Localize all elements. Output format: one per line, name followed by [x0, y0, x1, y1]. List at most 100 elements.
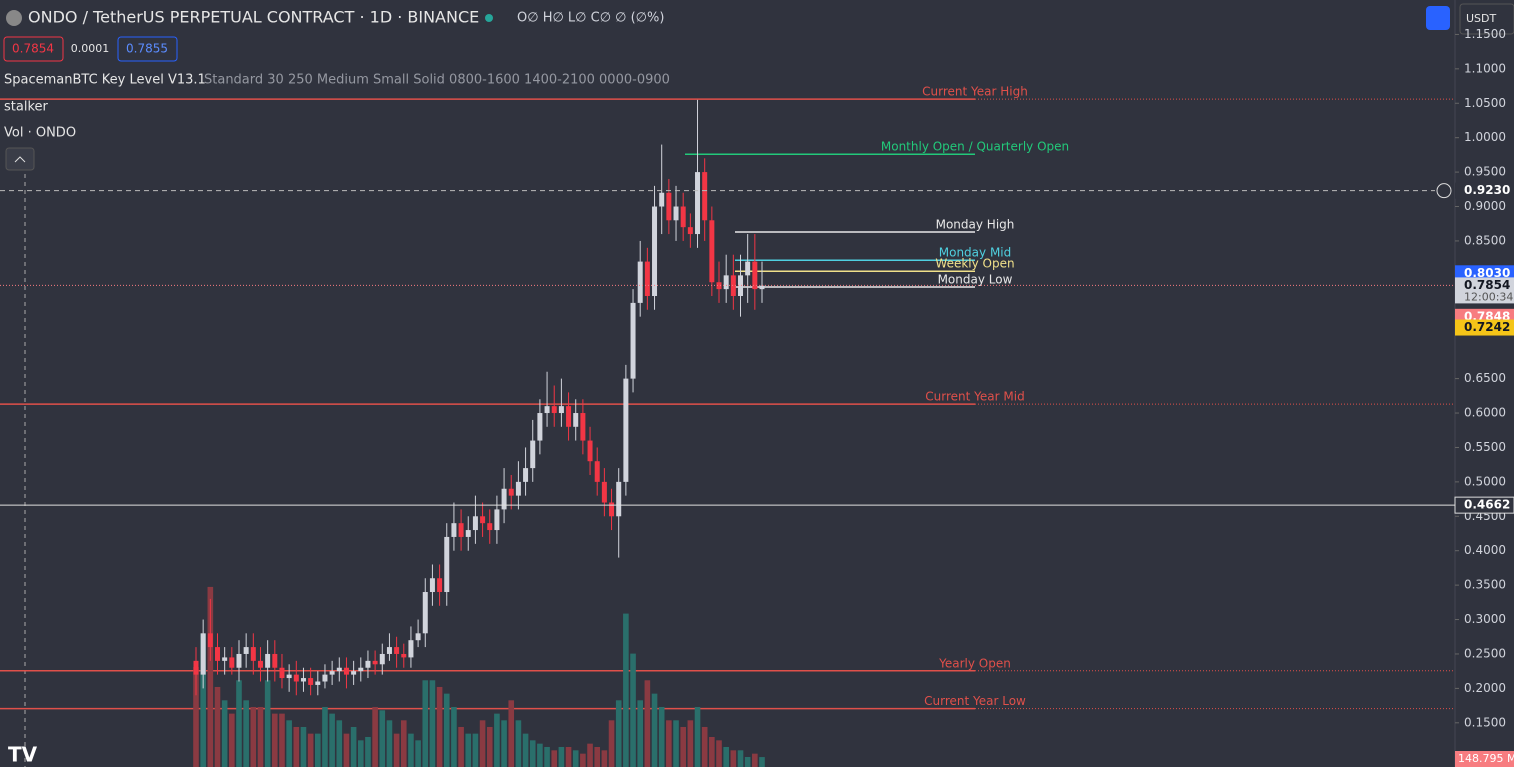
level-label: Current Year High: [922, 85, 1028, 99]
volume-bar: [415, 740, 421, 767]
volume-bar: [322, 706, 328, 767]
candle-body: [214, 647, 220, 661]
volume-bar: [436, 686, 443, 767]
candle-body: [494, 509, 500, 531]
logo: TV: [8, 743, 38, 767]
candle-body: [408, 640, 414, 658]
candle-body: [257, 660, 263, 668]
volume-bar: [293, 726, 300, 767]
volume-bar: [601, 750, 608, 767]
candle-body: [630, 302, 636, 379]
candle-body: [200, 633, 206, 675]
volume-bar: [250, 706, 257, 767]
candle-body: [551, 406, 557, 414]
candle-body: [472, 516, 478, 531]
y-tick-label: 0.4000: [1464, 543, 1506, 557]
volume-bar: [422, 680, 429, 767]
indicator-params: Standard 30 250 Medium Small Solid 0800-…: [204, 73, 670, 88]
volume-bar: [336, 720, 343, 767]
volume-title: Vol · ONDO: [4, 126, 76, 141]
candle-body: [616, 481, 622, 517]
symbol: ONDO / TetherUS PERPETUAL CONTRACT · 1D …: [28, 8, 479, 27]
volume-bar: [214, 686, 221, 767]
candle-body: [566, 406, 572, 427]
volume-bar: [572, 750, 579, 767]
currency-box[interactable]: [1459, 3, 1514, 35]
volume-bar: [393, 733, 400, 767]
bid-box[interactable]: [3, 36, 64, 62]
candle-body: [666, 192, 672, 221]
candle-body: [265, 653, 271, 668]
volume-bar: [651, 693, 658, 767]
candle-body: [623, 378, 629, 482]
candle-body: [322, 674, 328, 682]
volume-bar: [752, 753, 758, 767]
ohlc: O∅ H∅ L∅ C∅ ∅ (∅%): [517, 11, 664, 26]
candle-body: [523, 468, 529, 482]
candle-body: [394, 647, 400, 654]
candle-body: [680, 206, 686, 228]
candle-body: [343, 667, 349, 675]
volume-bar: [379, 710, 386, 767]
candle-body: [487, 523, 493, 531]
symbol-icon: [6, 10, 22, 26]
candle-body: [659, 192, 665, 207]
candle-body: [501, 488, 507, 510]
volume-bar: [737, 750, 744, 767]
price-tag-label: 0.7242: [1464, 320, 1510, 334]
volume-bar: [429, 680, 436, 767]
volume-bar: [701, 726, 708, 767]
volume-bar: [587, 743, 593, 767]
volume-bar: [687, 720, 694, 767]
y-tick-label: 0.9000: [1464, 199, 1506, 213]
price-tag: [1454, 496, 1514, 514]
sync-button[interactable]: [1426, 6, 1450, 30]
y-tick-label: 1.0500: [1464, 96, 1506, 110]
y-tick-label: 1.1000: [1464, 61, 1506, 75]
candle-body: [530, 440, 536, 469]
volume-bar: [372, 706, 378, 767]
volume-bar: [529, 740, 536, 767]
candle-body: [315, 681, 321, 685]
volume-bar: [443, 693, 450, 767]
candle-body: [243, 647, 249, 654]
candle-body: [702, 172, 708, 221]
volume-bar: [243, 700, 249, 767]
candle-body: [558, 406, 564, 414]
candle-body: [236, 653, 242, 668]
volume-bar: [357, 740, 364, 767]
candle-body: [372, 660, 378, 665]
level-label: Current Year Mid: [925, 390, 1024, 404]
candle-body: [415, 633, 421, 641]
volume-bar: [451, 706, 457, 767]
candle-body: [573, 413, 579, 427]
volume-bar: [744, 756, 751, 767]
volume-bar: [630, 653, 636, 767]
candle-body: [544, 406, 550, 414]
volume-bar: [264, 680, 271, 767]
candle-body: [594, 461, 600, 482]
ask-box[interactable]: [117, 36, 178, 62]
volume-bar: [594, 746, 601, 767]
candle-body: [351, 671, 357, 675]
price-tag: [1455, 265, 1514, 282]
candle-body: [580, 413, 586, 441]
volume-bar: [314, 733, 321, 767]
candle-body: [480, 516, 486, 524]
ask: 0.7855: [126, 42, 168, 56]
collapse-button[interactable]: [5, 147, 35, 171]
status-dot: [485, 14, 493, 22]
volume-bar: [343, 733, 350, 767]
y-tick-label: 0.8500: [1464, 233, 1506, 247]
candle-body: [644, 261, 650, 297]
volume-bar: [623, 613, 629, 767]
price-tag: [1455, 182, 1514, 199]
volume-bar: [307, 733, 314, 767]
volume-bar: [279, 713, 285, 767]
candle-body: [329, 671, 335, 675]
price-tag-label: 0.7854: [1464, 278, 1510, 292]
volume-bar: [658, 706, 665, 767]
candle-body: [386, 647, 392, 654]
bid: 0.7854: [12, 42, 54, 56]
y-tick-label: 0.6500: [1464, 371, 1506, 385]
